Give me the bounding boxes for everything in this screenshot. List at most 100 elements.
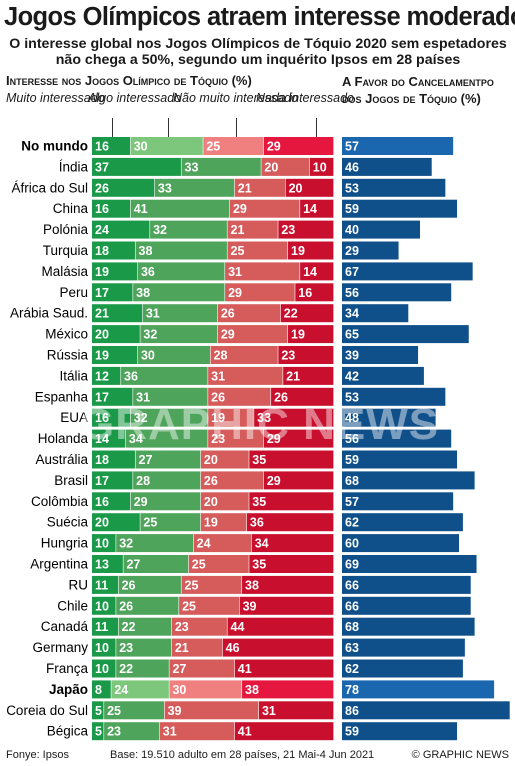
bar-africa-do-sul-series-0 — [92, 178, 155, 197]
bar-brasil-series-0 — [92, 471, 133, 490]
bar-japao-series-0 — [92, 680, 111, 699]
value-label-begica-series-2: 31 — [163, 725, 177, 739]
cancel-bar-coreia-do-sul — [342, 701, 510, 720]
bar-franca-series-0 — [92, 659, 116, 678]
value-label-argentina-series-1: 27 — [126, 558, 140, 572]
value-label-australia-series-2: 20 — [204, 453, 218, 467]
value-label-polonia-series-3: 23 — [281, 223, 295, 237]
value-label-begica-series-1: 23 — [107, 725, 121, 739]
value-label-colombia-series-2: 20 — [204, 495, 218, 509]
row-label-africa-do-sul: África do Sul — [11, 180, 88, 195]
value-label-espanha-series-3: 26 — [274, 390, 288, 404]
value-label-chile-series-2: 25 — [182, 599, 196, 613]
row-label-italia: Itália — [59, 368, 88, 383]
cancel-value-canada: 68 — [345, 620, 359, 634]
value-label-brasil-series-1: 28 — [136, 474, 150, 488]
bar-espanha-series-0 — [92, 387, 133, 406]
value-label-russia-series-1: 30 — [141, 349, 155, 363]
value-label-colombia-series-3: 35 — [252, 495, 266, 509]
row-label-colombia: Colômbia — [31, 494, 89, 509]
value-label-chile-series-3: 39 — [243, 599, 257, 613]
bar-polonia-series-1 — [150, 220, 227, 239]
row-label-coreia-do-sul: Coreia do Sul — [6, 703, 88, 718]
cancel-bar-japao — [342, 680, 495, 699]
bar-turquia-series-0 — [92, 241, 135, 260]
cancel-value-japao: 78 — [345, 683, 359, 697]
value-label-arabia-saud-series-1: 31 — [146, 307, 160, 321]
value-label-india-series-2: 20 — [264, 160, 278, 174]
cancel-bar-germany — [342, 638, 465, 657]
cancel-bar-espanha — [342, 387, 446, 406]
row-label-hungria: Hungria — [41, 536, 89, 551]
cancel-value-peru: 56 — [345, 286, 359, 300]
value-label-no-mundo-series-1: 30 — [134, 140, 148, 154]
row-label-espanha: Espanha — [35, 389, 89, 404]
bar-eua-series-1 — [130, 408, 208, 427]
value-label-japao-series-1: 24 — [114, 683, 128, 697]
cancel-bar-brasil — [342, 471, 475, 490]
bar-franca-series-3 — [234, 659, 334, 678]
value-label-italia-series-1: 36 — [124, 369, 138, 383]
value-label-holanda-series-2: 23 — [211, 432, 225, 446]
bar-italia-series-2 — [208, 366, 283, 385]
row-label-canada: Canadá — [41, 619, 89, 634]
cancel-bar-china — [342, 199, 458, 218]
value-label-africa-do-sul-series-3: 20 — [289, 181, 303, 195]
bar-ru-series-0 — [92, 575, 119, 594]
bar-hungria-series-0 — [92, 534, 116, 553]
value-label-china-series-1: 41 — [134, 202, 148, 216]
value-label-italia-series-3: 21 — [286, 369, 300, 383]
row-label-eua: EUA — [60, 410, 88, 425]
interest-chart-header: Interesse nos Jogos Olímpico de Tóquio (… — [6, 73, 252, 88]
bar-espanha-series-3 — [271, 387, 334, 406]
bar-colombia-series-3 — [249, 492, 334, 511]
value-label-arabia-saud-series-2: 26 — [221, 307, 235, 321]
value-label-russia-series-2: 28 — [214, 349, 228, 363]
value-label-chile-series-1: 26 — [119, 599, 133, 613]
bar-italia-series-3 — [283, 366, 334, 385]
bar-arabia-saud-series-3 — [280, 304, 334, 323]
bar-begica-series-1 — [104, 722, 160, 741]
bar-suecia-series-3 — [246, 513, 334, 532]
cancel-value-colombia: 57 — [345, 495, 359, 509]
value-label-russia-series-0: 19 — [95, 349, 109, 363]
cancel-bar-italia — [342, 366, 424, 385]
value-label-mexico-series-2: 29 — [221, 328, 235, 342]
bar-begica-series-3 — [234, 722, 334, 741]
cancel-value-africa-do-sul: 53 — [345, 181, 359, 195]
bar-india-series-0 — [92, 157, 181, 176]
value-label-arabia-saud-series-3: 22 — [284, 307, 298, 321]
value-label-polonia-series-1: 32 — [153, 223, 167, 237]
bar-peru-series-0 — [92, 283, 133, 302]
value-label-malasia-series-1: 36 — [141, 265, 155, 279]
bar-arabia-saud-series-1 — [142, 304, 218, 323]
cancel-bar-turquia — [342, 241, 399, 260]
row-label-turquia: Turquia — [43, 243, 89, 258]
bar-russia-series-3 — [278, 346, 334, 364]
bar-malasia-series-3 — [300, 262, 334, 281]
value-label-africa-do-sul-series-1: 33 — [158, 181, 172, 195]
legend-not-at-all-interested: Nada interessado — [256, 91, 354, 105]
bar-suecia-series-2 — [200, 513, 247, 532]
subtitle-line-2: não chega a 50%, segundo um inquérito Ip… — [55, 52, 461, 68]
row-label-japao: Japão — [49, 682, 88, 697]
bar-coreia-do-sul-series-1 — [104, 701, 164, 720]
bar-turquia-series-2 — [227, 241, 288, 260]
bar-turquia-series-3 — [288, 241, 334, 260]
value-label-germany-series-2: 21 — [175, 641, 189, 655]
cancel-bar-arabia-saud — [342, 304, 409, 323]
value-label-hungria-series-1: 32 — [119, 537, 133, 551]
value-label-eua-series-0: 16 — [95, 411, 109, 425]
bar-no-mundo-series-2 — [203, 137, 264, 155]
value-label-japao-series-0: 8 — [95, 683, 102, 697]
bar-canada-series-3 — [227, 617, 334, 636]
value-label-franca-series-3: 41 — [238, 662, 252, 676]
bar-japao-series-1 — [111, 680, 169, 699]
bar-africa-do-sul-series-1 — [154, 178, 235, 197]
cancel-bar-malasia — [342, 262, 473, 281]
cancel-value-chile: 66 — [345, 599, 359, 613]
value-label-hungria-series-0: 10 — [95, 537, 109, 551]
value-label-franca-series-1: 22 — [119, 662, 133, 676]
bar-india-series-3 — [309, 157, 334, 176]
page-title: Jogos Olímpicos atraem interesse moderad… — [4, 3, 515, 31]
